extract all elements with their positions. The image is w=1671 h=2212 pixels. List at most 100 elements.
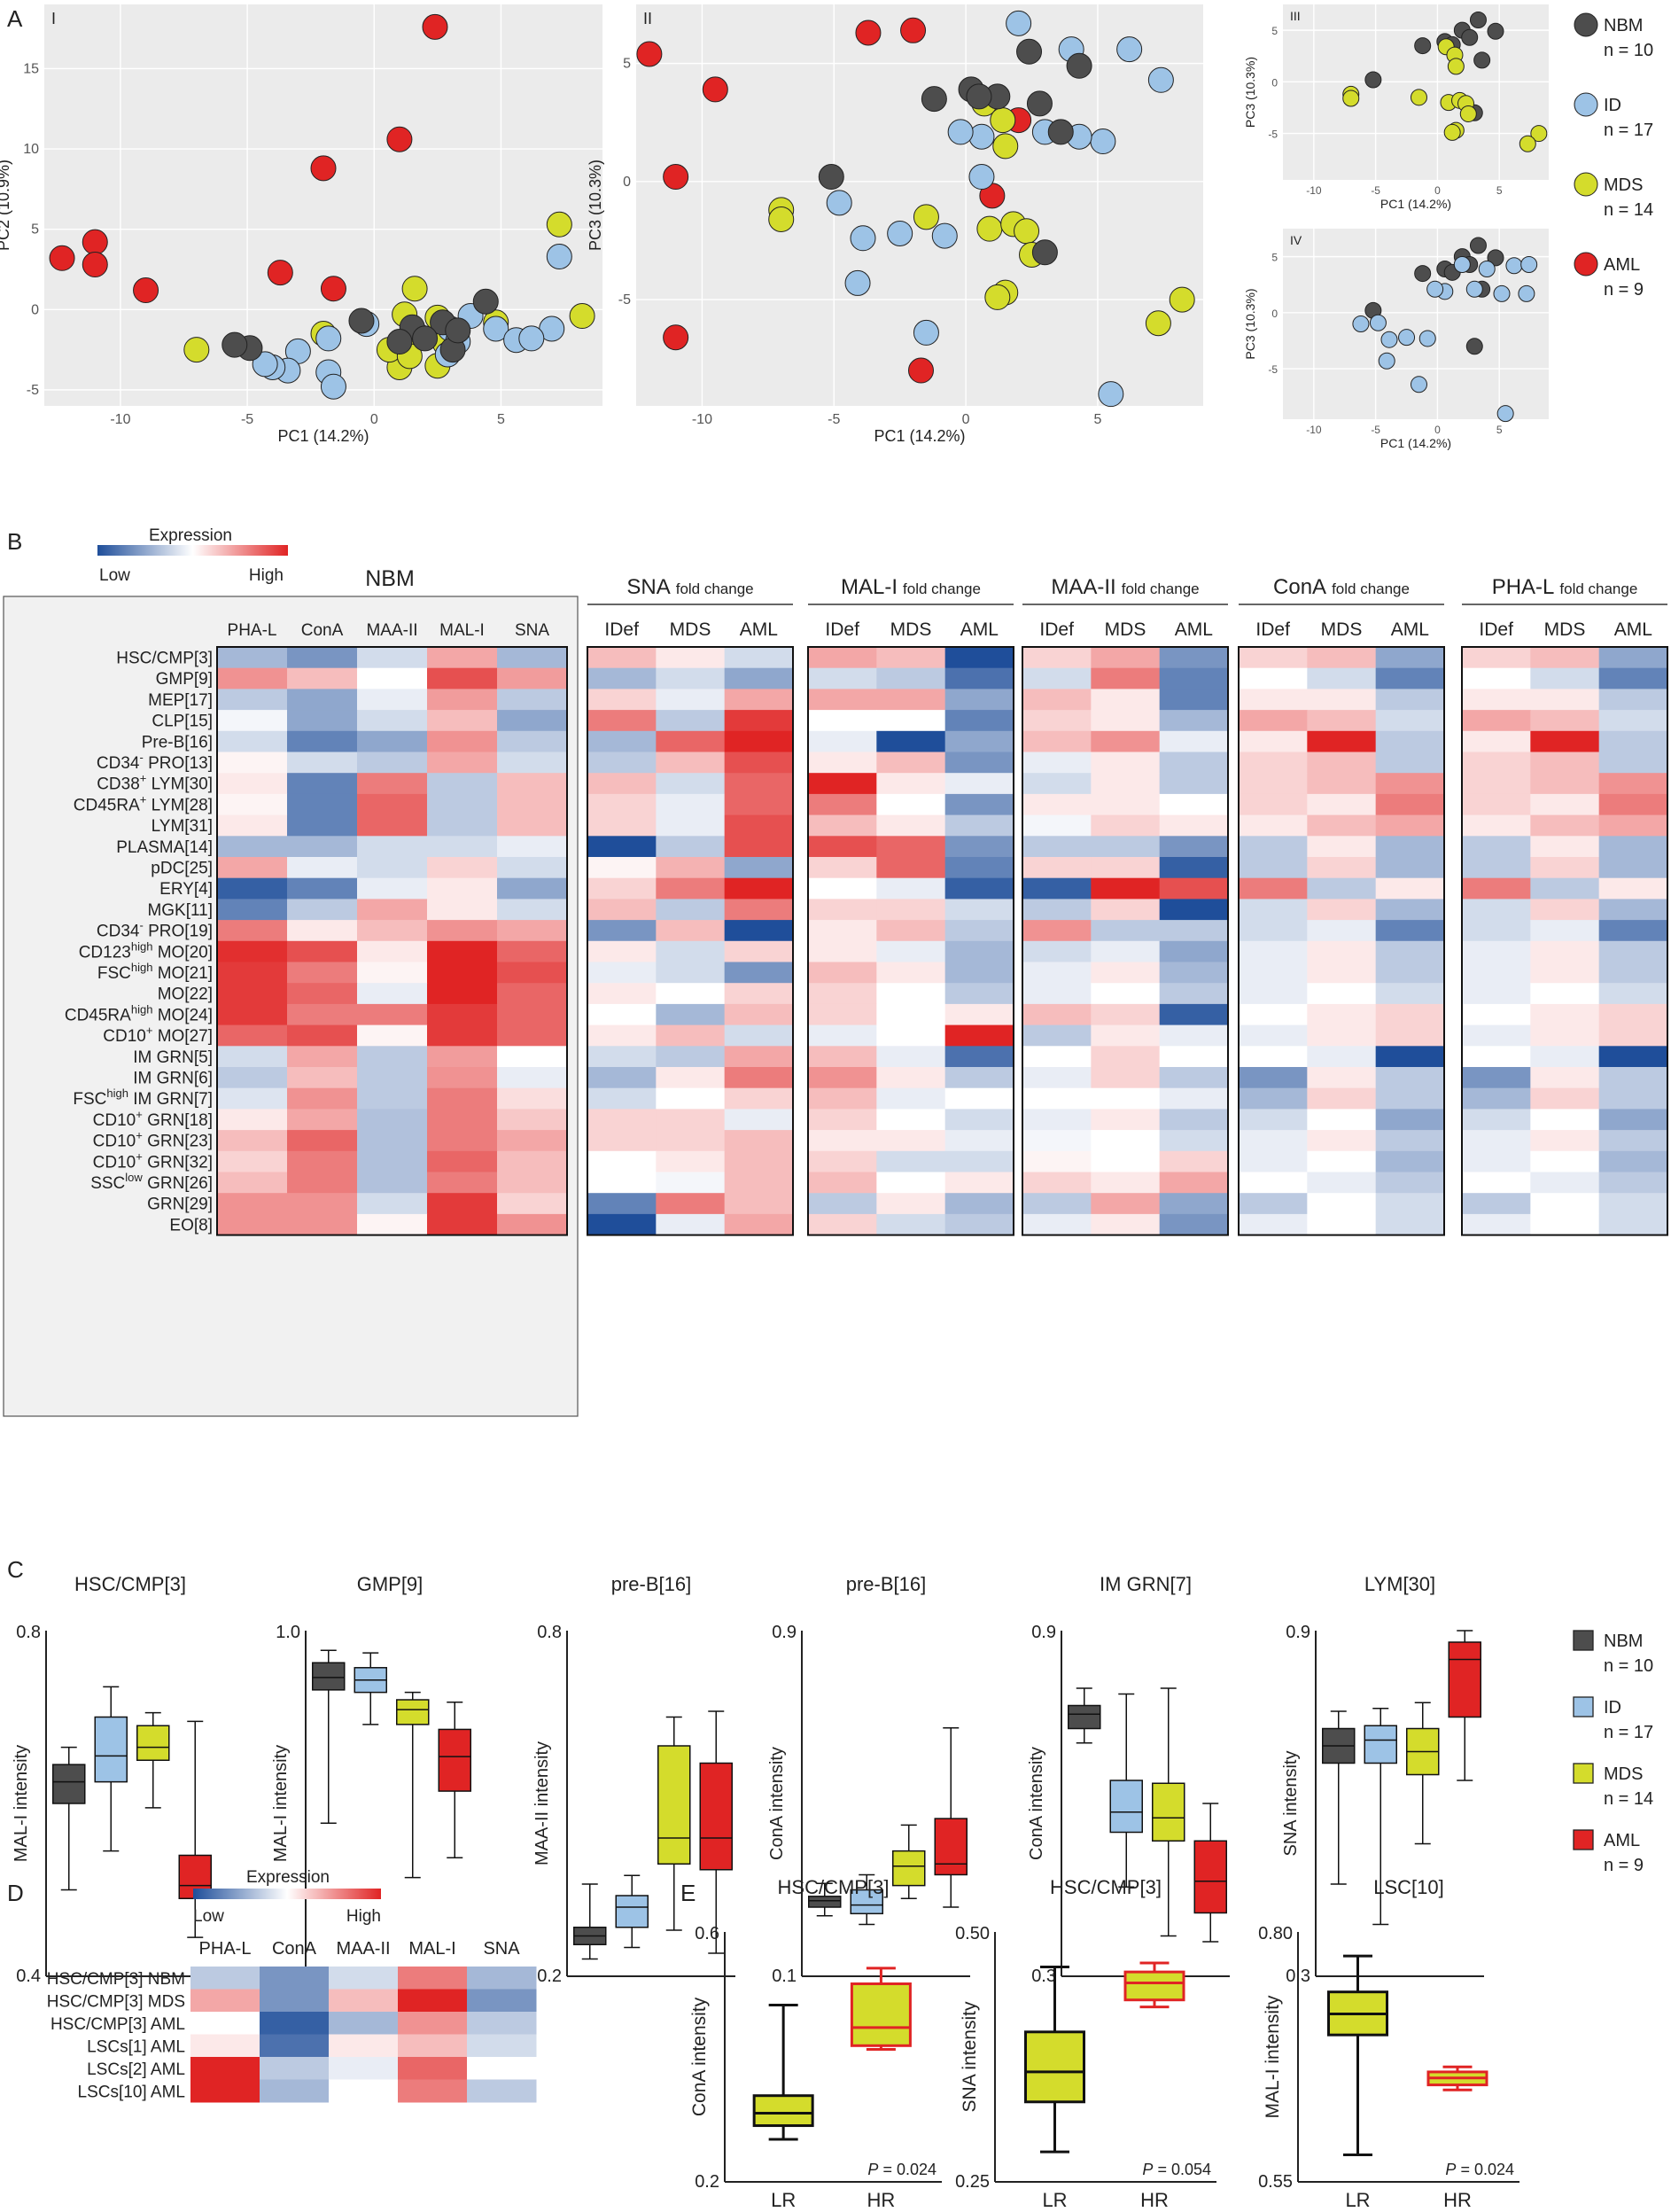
heatmap-cell xyxy=(1022,1003,1092,1026)
heatmap-cell xyxy=(260,1989,330,2013)
heatmap-cell xyxy=(944,689,1014,711)
heatmap-cell xyxy=(587,1046,657,1068)
heatmap-cell xyxy=(1091,1193,1161,1215)
heatmap-cell xyxy=(287,730,358,752)
heatmap-cell xyxy=(398,2034,468,2058)
heatmap-column-header: MDS xyxy=(1105,619,1146,640)
row-label-superscript: + xyxy=(136,1149,143,1163)
row-label-suffix: GRN[23] xyxy=(143,1133,213,1151)
data-point-aml xyxy=(900,17,927,43)
heatmap-cell xyxy=(944,877,1014,900)
heatmap-cell xyxy=(357,1172,428,1194)
heatmap-cell xyxy=(467,2012,537,2035)
heatmap-cell xyxy=(1462,1213,1531,1236)
heatmap-cell xyxy=(427,1087,498,1110)
heatmap-cell xyxy=(217,1046,288,1068)
heatmap-cell xyxy=(587,730,657,752)
x-axis-label: PC1 (14.2%) xyxy=(1380,197,1451,211)
row-label-superscript: low xyxy=(125,1171,143,1184)
heatmap-cell xyxy=(217,1213,288,1236)
heatmap-row-label: HSC/CMP[3] xyxy=(116,649,213,667)
heatmap-cell xyxy=(1307,1087,1377,1110)
heatmap-cell xyxy=(1091,877,1161,900)
heatmap-cell xyxy=(1462,667,1531,689)
heatmap-cell xyxy=(357,1130,428,1152)
heatmap-cell xyxy=(656,983,726,1005)
heatmap-cell xyxy=(1375,962,1445,984)
heatmap-cell xyxy=(427,710,498,732)
heatmap-row-label: CD45RA+ LYM[28] xyxy=(74,792,213,814)
heatmap-cell xyxy=(656,1109,726,1131)
heatmap-cell xyxy=(190,1967,260,1990)
heatmap-cell xyxy=(876,1150,946,1172)
legend-high: High xyxy=(346,1907,381,1926)
heatmap-cell xyxy=(876,877,946,900)
heatmap-cell xyxy=(497,877,568,900)
row-label-main: FSC xyxy=(73,1090,106,1109)
heatmap-cell xyxy=(1239,1193,1308,1215)
row-label-main: CD34 xyxy=(97,754,140,773)
heatmap-cell xyxy=(724,752,794,774)
y-tick-label: 0.3 xyxy=(1031,1967,1056,1986)
heatmap-cell xyxy=(1091,730,1161,752)
legend-label: NBM xyxy=(1604,16,1643,35)
y-tick-label: 0.50 xyxy=(955,1924,990,1943)
heatmap-cell xyxy=(1239,962,1308,984)
heatmap-cell xyxy=(656,793,726,816)
heatmap-cell xyxy=(587,814,657,837)
heatmap-cell xyxy=(1375,1067,1445,1089)
data-point-id xyxy=(1090,129,1116,155)
heatmap-column-header: PHA-L xyxy=(228,621,277,640)
heatmap-cell xyxy=(876,1172,946,1194)
row-label-main: MO[22] xyxy=(158,985,213,1004)
data-point-id xyxy=(1505,257,1523,275)
heatmap-cell xyxy=(1307,920,1377,942)
legend-marker-mds xyxy=(1574,172,1598,197)
data-point-nbm xyxy=(445,317,471,344)
heatmap-cell xyxy=(357,793,428,816)
row-label-main: CD45RA xyxy=(74,796,140,814)
row-label-suffix: LYM[28] xyxy=(146,796,213,814)
y-tick-label: 5 xyxy=(1271,25,1278,37)
heatmap-cell xyxy=(467,1989,537,2013)
heatmap-column-header: IDef xyxy=(1479,619,1513,640)
legend-marker-id xyxy=(1574,92,1598,117)
heatmap-cell xyxy=(1239,1130,1308,1152)
heatmap-cell xyxy=(724,899,794,921)
heatmap-cell xyxy=(1375,940,1445,962)
heatmap-cell xyxy=(808,1193,877,1215)
heatmap-cell xyxy=(1307,1150,1377,1172)
x-axis-label: PC1 (14.2%) xyxy=(874,427,965,445)
heatmap-cell xyxy=(497,1003,568,1026)
heatmap-cell xyxy=(1462,689,1531,711)
heatmap-cell xyxy=(1375,1024,1445,1047)
heatmap-cell xyxy=(944,1172,1014,1194)
heatmap-cell xyxy=(1375,1172,1445,1194)
data-point-aml xyxy=(855,19,882,46)
heatmap-cell xyxy=(217,793,288,816)
heatmap-cell xyxy=(1462,962,1531,984)
heatmap-cell xyxy=(1239,1109,1308,1131)
heatmap-cell xyxy=(1375,752,1445,774)
heatmap-column-header: MAA-II xyxy=(336,1939,390,1959)
heatmap-cell xyxy=(724,773,794,795)
heatmap-cell xyxy=(1239,857,1308,879)
box-id xyxy=(850,1889,883,1915)
heatmap-cell xyxy=(724,962,794,984)
heatmap-cell xyxy=(1159,836,1229,858)
y-axis-label: SNA intensity xyxy=(960,2001,980,2112)
heatmap-cell xyxy=(357,730,428,752)
heatmap-cell xyxy=(357,1003,428,1026)
box-mds xyxy=(1152,1782,1185,1842)
heatmap-cell xyxy=(1462,773,1531,795)
heatmap-cell xyxy=(1375,983,1445,1005)
heatmap-cell xyxy=(1375,793,1445,816)
heatmap-cell xyxy=(1598,1193,1668,1215)
data-point-mds xyxy=(1410,89,1427,106)
heatmap-cell xyxy=(656,1130,726,1152)
heatmap-cell xyxy=(1159,1150,1229,1172)
heatmap-row-label: CD10+ GRN[18] xyxy=(93,1108,213,1130)
heatmap-cell xyxy=(1462,1109,1531,1131)
data-point-nbm xyxy=(1487,22,1504,40)
boxplot-title: GMP[9] xyxy=(357,1573,424,1595)
